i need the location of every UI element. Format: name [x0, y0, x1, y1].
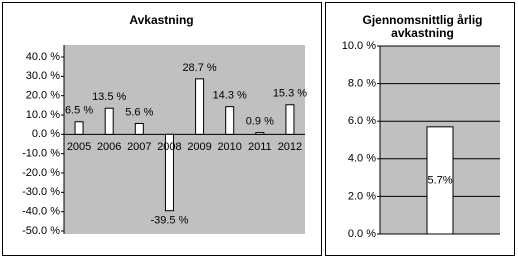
data-label: 5.7%: [427, 174, 452, 186]
y-tick-label: -20.0 %: [22, 167, 60, 179]
data-label: 14.3 %: [213, 90, 247, 102]
y-tick-label: 0.0 %: [348, 228, 376, 240]
chart-title: Gjennomsnittlig årlig avkastning: [362, 13, 483, 40]
bar: [74, 121, 84, 135]
chart-title: Avkastning: [129, 13, 194, 27]
data-label: 13.5 %: [92, 91, 126, 103]
y-tick-label: 30.0 %: [26, 70, 60, 82]
y-tick-label: 0.0 %: [32, 128, 60, 140]
y-tick-label: -40.0 %: [22, 206, 60, 218]
x-tick-label: 2008: [157, 141, 181, 153]
y-tick-label: 2.0 %: [348, 190, 376, 202]
bar: [164, 133, 174, 212]
y-tick-label: -30.0 %: [22, 186, 60, 198]
x-tick-label: 2009: [187, 141, 211, 153]
y-tick-label: -50.0 %: [22, 225, 60, 237]
y-tick-label: 4.0 %: [348, 153, 376, 165]
y-tick-label: 10.0 %: [26, 109, 60, 121]
bar: [285, 104, 295, 135]
y-tick-label: 8.0 %: [348, 78, 376, 90]
x-tick-label: 2005: [67, 141, 91, 153]
y-tick-label: 40.0 %: [26, 51, 60, 63]
data-label: 28.7 %: [182, 62, 216, 74]
y-tick-label: 20.0 %: [26, 90, 60, 102]
x-tick-label: 2006: [97, 141, 121, 153]
bar: [134, 123, 144, 135]
data-label: 0.9 %: [246, 115, 274, 127]
bar: [255, 132, 265, 135]
y-tick-label: 10.0 %: [342, 40, 376, 52]
bar: [104, 107, 114, 135]
x-tick-label: 2011: [248, 141, 272, 153]
y-tick-label: 6.0 %: [348, 115, 376, 127]
data-label: -39.5 %: [150, 215, 188, 227]
x-tick-label: 2007: [127, 141, 151, 153]
data-label: 15.3 %: [273, 88, 307, 100]
bar: [195, 78, 205, 135]
data-label: 6.5 %: [65, 105, 93, 117]
y-tick-label: -10.0 %: [22, 148, 60, 160]
x-tick-label: 2012: [278, 141, 302, 153]
data-label: 5.6 %: [125, 106, 153, 118]
bar: [225, 106, 235, 135]
bar: [426, 126, 454, 235]
x-tick-label: 2010: [217, 141, 241, 153]
plot-area: [64, 45, 305, 234]
